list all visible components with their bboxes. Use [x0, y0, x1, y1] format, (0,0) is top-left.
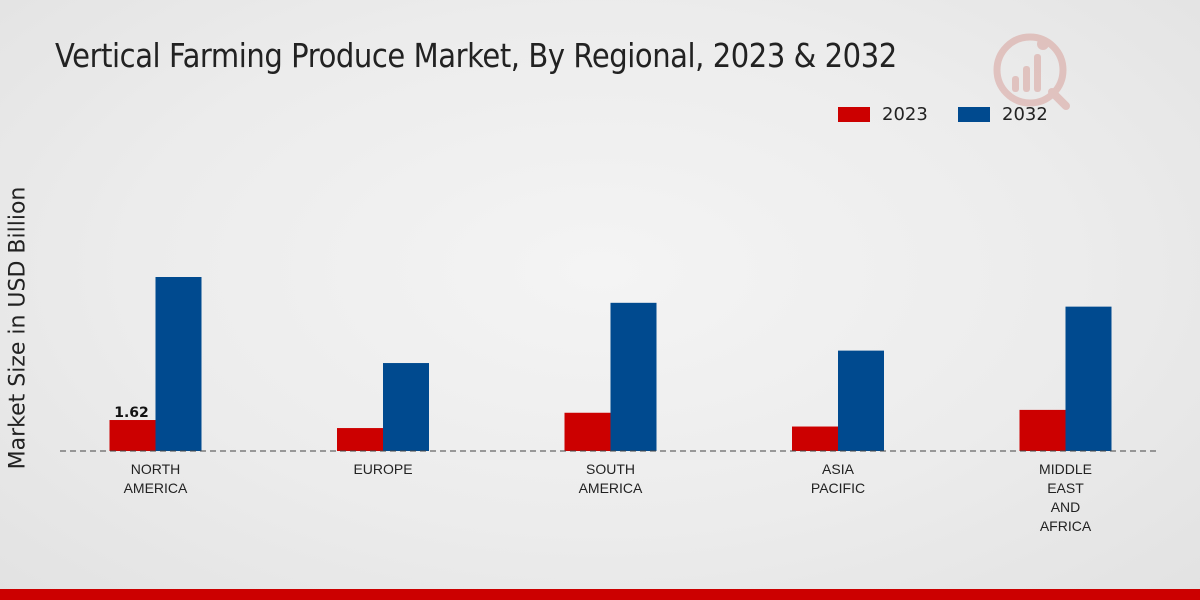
bar-2032-2 [610, 302, 657, 451]
legend-item-2023: 2023 [838, 104, 928, 125]
bar-2032-4 [1065, 306, 1112, 451]
bottom-accent-bar [0, 589, 1200, 600]
bar-2023-4 [1019, 409, 1066, 451]
x-tick-label: EUROPE [353, 461, 412, 477]
bar-2032-1 [383, 363, 429, 451]
bar-2032-0 [155, 277, 202, 451]
bar-2032-3 [838, 350, 884, 451]
bar-2023-2 [564, 412, 611, 451]
chart-title: Vertical Farming Produce Market, By Regi… [55, 36, 897, 75]
legend-label-2023: 2023 [882, 104, 928, 125]
bar-2023-1 [337, 428, 383, 451]
legend-swatch-2023 [838, 107, 870, 122]
bar-2023-0 [109, 420, 156, 451]
x-tick-label: ASIA PACIFIC [811, 461, 865, 496]
legend-swatch-2032 [958, 107, 990, 122]
market-research-logo-icon [993, 33, 1070, 110]
x-tick-label: MIDDLE EAST AND AFRICA [1039, 461, 1092, 534]
data-label: 1.62 [114, 405, 149, 421]
x-tick-label: NORTH AMERICA [124, 461, 188, 496]
legend-item-2032: 2032 [958, 104, 1048, 125]
x-tick-label: SOUTH AMERICA [579, 461, 643, 496]
legend-label-2032: 2032 [1002, 104, 1048, 125]
bar-2023-3 [792, 426, 838, 451]
